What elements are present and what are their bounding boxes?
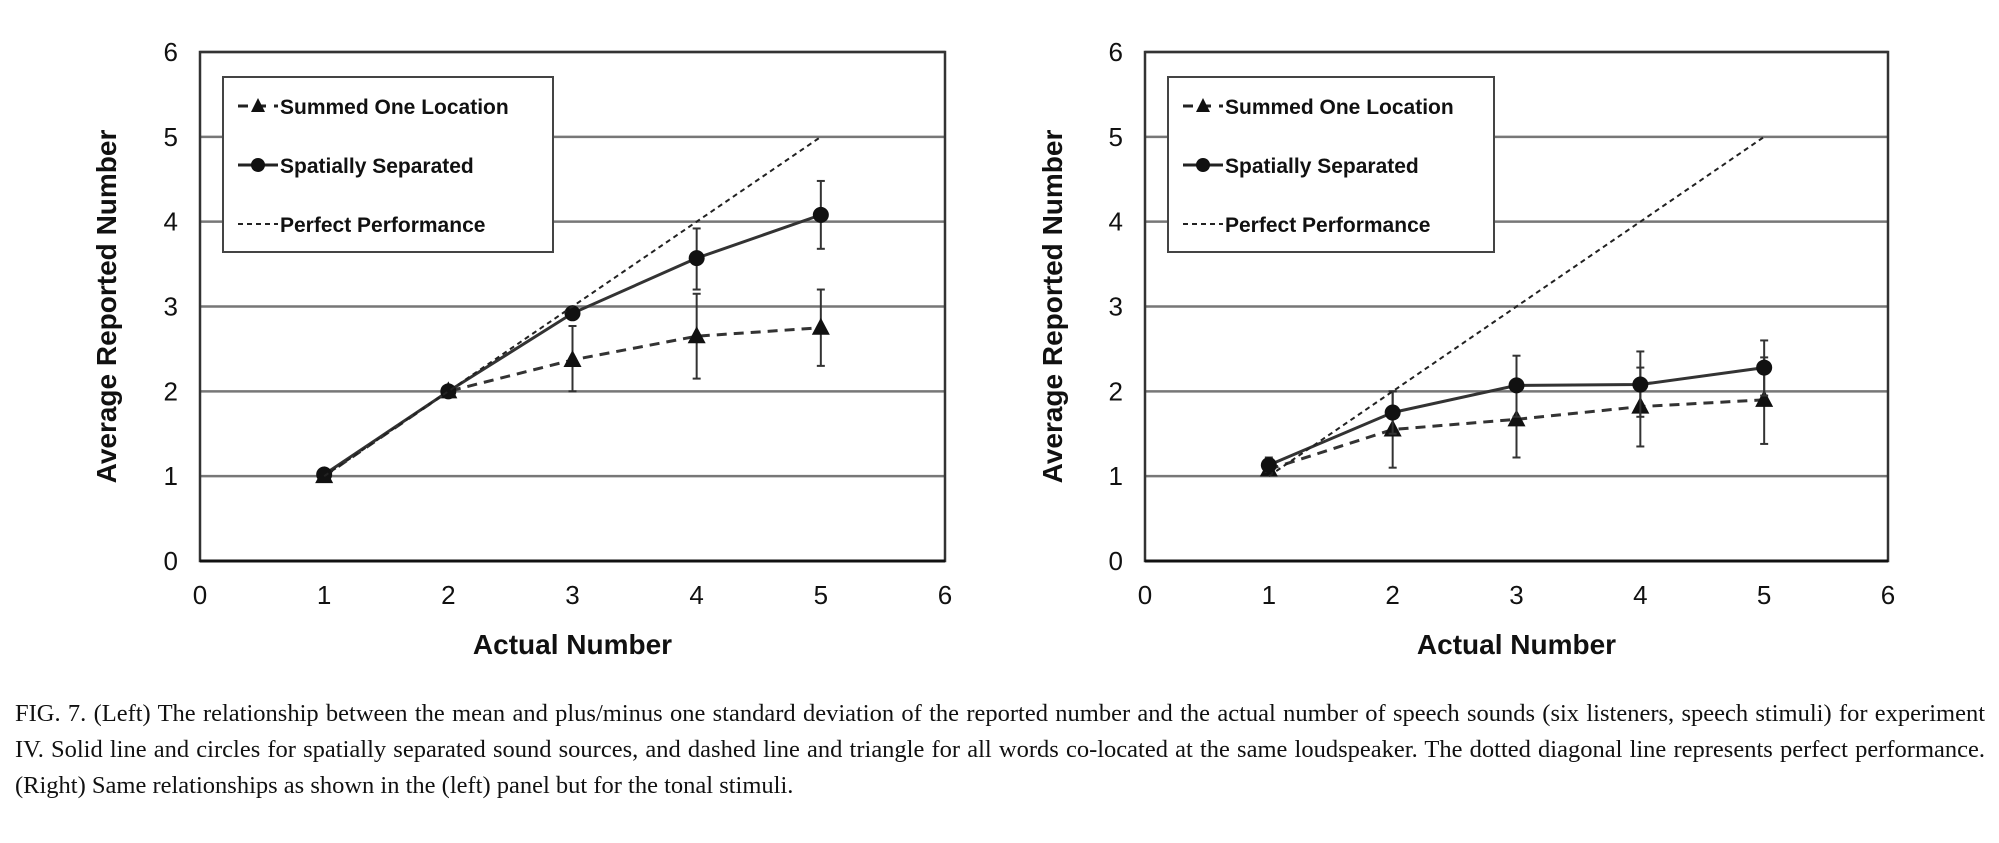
series-summed-one-location <box>315 288 830 484</box>
legend-label: Spatially Separated <box>280 155 474 178</box>
data-point-circle <box>688 250 705 267</box>
data-point-triangle <box>1755 389 1774 407</box>
legend-marker-triangle <box>251 98 265 112</box>
y-tick-label: 2 <box>164 376 178 406</box>
y-tick-label: 6 <box>164 37 178 67</box>
series-spatially-separated <box>1260 339 1773 474</box>
legend: Summed One Location Spatially Separated Pe… <box>222 76 554 253</box>
legend-label: Summed One Location <box>280 96 509 119</box>
x-tick-label: 6 <box>938 580 952 610</box>
legend-marker-circle <box>251 158 265 172</box>
y-tick-label: 3 <box>164 292 178 322</box>
x-tick-label: 3 <box>565 580 579 610</box>
data-point-circle <box>564 305 581 322</box>
series-line <box>323 136 822 477</box>
x-tick-label: 0 <box>1138 580 1152 610</box>
legend-marker-triangle <box>1196 98 1210 112</box>
legend-label: Perfect Performance <box>1225 214 1430 237</box>
data-point-triangle <box>563 349 582 367</box>
figure: 0 1 2 3 4 5 6 0 1 2 3 4 5 6 Actual Number Average Repor… <box>91 37 1895 660</box>
x-tick-label: 2 <box>1385 580 1399 610</box>
chart-panel-right: 0 1 2 3 4 5 6 0 1 2 3 4 5 6 Actual Number Average Repor… <box>1037 37 1895 660</box>
data-point-triangle <box>811 317 830 335</box>
y-tick-label: 5 <box>1109 122 1123 152</box>
y-tick-label: 5 <box>164 122 178 152</box>
legend-label: Perfect Performance <box>280 214 485 237</box>
x-tick-label: 2 <box>441 580 455 610</box>
x-tick-label: 5 <box>1757 580 1771 610</box>
series-line <box>1268 136 1765 477</box>
x-axis-title: Actual Number <box>473 629 672 660</box>
data-point-circle <box>812 206 829 223</box>
y-tick-label: 0 <box>164 546 178 576</box>
series-line <box>1268 398 1765 471</box>
chart-panel-left: 0 1 2 3 4 5 6 0 1 2 3 4 5 6 Actual Number Average Repor… <box>91 37 952 660</box>
x-tick-label: 3 <box>1509 580 1523 610</box>
y-tick-label: 3 <box>1109 292 1123 322</box>
x-tick-label: 4 <box>1633 580 1647 610</box>
series-perfect-performance <box>1268 136 1765 477</box>
data-point-triangle <box>1507 409 1526 427</box>
data-point-circle <box>1632 376 1649 393</box>
y-tick-label: 4 <box>1109 207 1123 237</box>
data-point-circle <box>1260 457 1277 474</box>
y-tick-label: 1 <box>164 461 178 491</box>
y-tick-label: 4 <box>164 207 178 237</box>
y-tick-label: 2 <box>1109 376 1123 406</box>
x-tick-label: 0 <box>193 580 207 610</box>
figure-caption: FIG. 7. (Left) The relationship between … <box>15 700 1985 799</box>
x-tick-label: 5 <box>814 580 828 610</box>
y-axis-title: Average Reported Number <box>91 130 122 484</box>
x-tick-label: 4 <box>689 580 703 610</box>
data-point-circle <box>316 466 333 483</box>
x-tick-label: 6 <box>1881 580 1895 610</box>
series-perfect-performance <box>323 136 822 477</box>
legend-label: Spatially Separated <box>1225 155 1419 178</box>
y-tick-label: 6 <box>1109 37 1123 67</box>
legend-label: Summed One Location <box>1225 96 1454 119</box>
data-point-circle <box>440 383 457 400</box>
y-tick-label: 1 <box>1109 461 1123 491</box>
data-point-circle <box>1756 359 1773 376</box>
data-point-circle <box>1384 404 1401 421</box>
x-tick-label: 1 <box>317 580 331 610</box>
data-point-circle <box>1508 377 1525 394</box>
x-axis-title: Actual Number <box>1417 629 1616 660</box>
legend-marker-circle <box>1196 158 1210 172</box>
legend: Summed One Location Spatially Separated Pe… <box>1167 76 1495 253</box>
y-axis-title: Average Reported Number <box>1037 130 1068 484</box>
y-tick-label: 0 <box>1109 546 1123 576</box>
data-point-triangle <box>687 326 706 344</box>
x-tick-label: 1 <box>1262 580 1276 610</box>
